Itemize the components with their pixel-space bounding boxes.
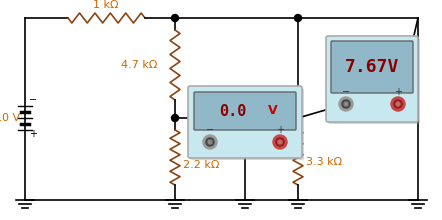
Circle shape [396,102,400,106]
Text: 1 kΩ: 1 kΩ [93,0,119,10]
Circle shape [339,97,353,111]
Circle shape [394,100,402,108]
Circle shape [208,140,212,144]
Circle shape [391,97,405,111]
Circle shape [203,135,217,149]
Text: 3.3 kΩ: 3.3 kΩ [306,157,342,167]
Text: −: − [206,125,214,135]
FancyBboxPatch shape [331,41,413,93]
Text: 10 V: 10 V [0,113,20,123]
FancyBboxPatch shape [188,86,302,158]
Text: 7.67V: 7.67V [345,58,399,76]
Circle shape [294,15,301,22]
FancyBboxPatch shape [328,38,420,124]
Text: 4.7 kΩ: 4.7 kΩ [121,60,157,70]
Text: 2.2 kΩ: 2.2 kΩ [183,160,219,170]
Text: 0.0: 0.0 [219,103,247,119]
Text: −: − [29,95,37,105]
FancyBboxPatch shape [326,36,418,122]
Text: +: + [394,87,402,97]
Circle shape [344,102,348,106]
FancyBboxPatch shape [194,92,296,130]
Circle shape [278,140,282,144]
Text: +: + [276,125,284,135]
Circle shape [276,138,284,146]
Circle shape [171,15,179,22]
Text: −: − [342,87,350,97]
Circle shape [273,135,287,149]
Circle shape [171,114,179,121]
Text: V: V [268,104,278,117]
FancyBboxPatch shape [190,88,304,160]
Circle shape [342,100,350,108]
Circle shape [206,138,214,146]
Text: +: + [29,129,37,139]
